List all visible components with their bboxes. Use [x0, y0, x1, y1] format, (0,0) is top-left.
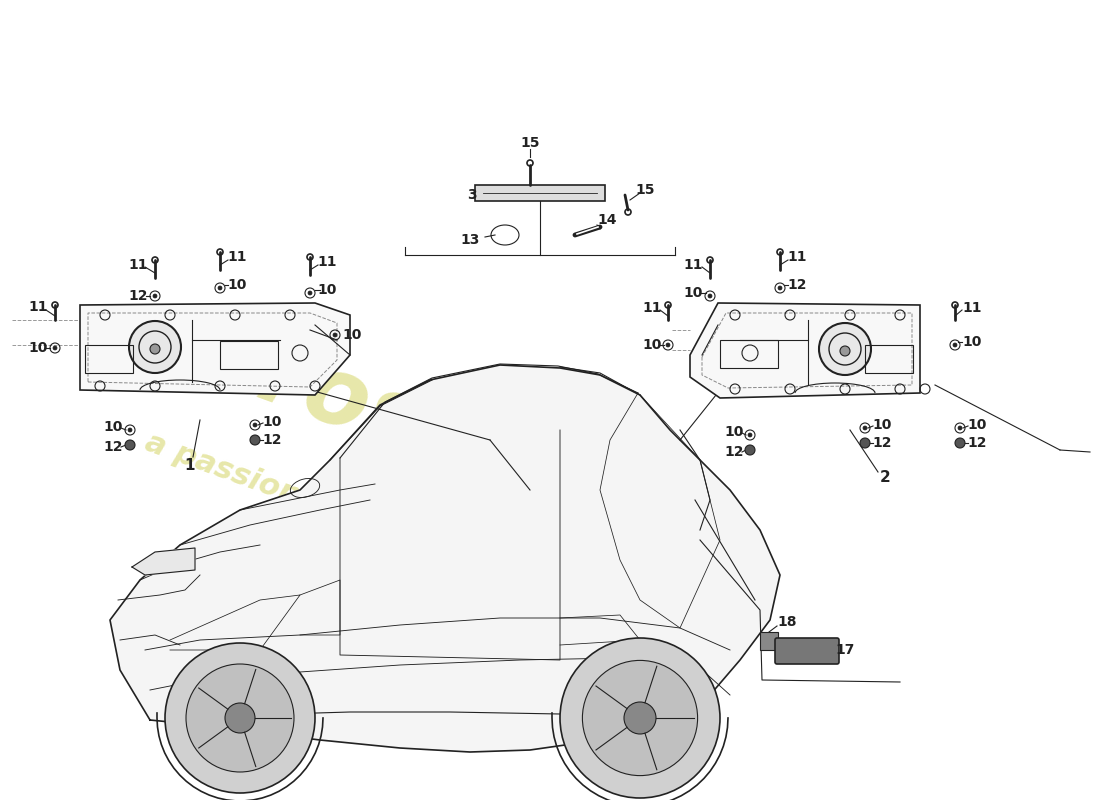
Text: 12: 12: [788, 278, 806, 292]
Circle shape: [53, 346, 57, 350]
Text: 10: 10: [262, 415, 282, 429]
Circle shape: [745, 445, 755, 455]
Circle shape: [778, 286, 782, 290]
Polygon shape: [690, 303, 920, 398]
FancyBboxPatch shape: [760, 632, 778, 650]
Text: 11: 11: [29, 300, 47, 314]
Text: a passion for parts since 1985: a passion for parts since 1985: [141, 427, 639, 633]
Text: 3: 3: [468, 188, 476, 202]
Circle shape: [226, 703, 255, 733]
Circle shape: [333, 333, 337, 337]
Text: 10: 10: [962, 335, 981, 349]
Text: 11: 11: [228, 250, 246, 264]
Circle shape: [860, 438, 870, 448]
Circle shape: [582, 660, 697, 776]
Text: 10: 10: [724, 425, 744, 439]
Circle shape: [128, 428, 132, 432]
Text: 10: 10: [317, 283, 337, 297]
Circle shape: [624, 702, 656, 734]
Circle shape: [253, 423, 257, 427]
Polygon shape: [110, 365, 780, 752]
Text: 11: 11: [788, 250, 806, 264]
Text: 2: 2: [880, 470, 890, 486]
Text: 10: 10: [103, 420, 123, 434]
Circle shape: [560, 638, 720, 798]
FancyBboxPatch shape: [475, 185, 605, 201]
Circle shape: [250, 435, 260, 445]
Circle shape: [150, 344, 160, 354]
Circle shape: [840, 346, 850, 356]
Text: 12: 12: [103, 440, 123, 454]
Text: 11: 11: [642, 301, 662, 315]
Text: 11: 11: [129, 258, 147, 272]
Text: 15: 15: [520, 136, 540, 150]
Circle shape: [186, 664, 294, 772]
Circle shape: [820, 323, 871, 375]
Text: 14: 14: [597, 213, 617, 227]
Text: 10: 10: [967, 418, 987, 432]
Circle shape: [218, 286, 222, 290]
Text: 11: 11: [317, 255, 337, 269]
Text: 15: 15: [636, 183, 654, 197]
Text: 12: 12: [129, 289, 147, 303]
Circle shape: [953, 343, 957, 347]
Text: 11: 11: [683, 258, 703, 272]
Circle shape: [958, 426, 962, 430]
Text: 12: 12: [872, 436, 892, 450]
Text: 12: 12: [724, 445, 744, 459]
Text: 12: 12: [967, 436, 987, 450]
Text: eurospares: eurospares: [123, 285, 716, 575]
Circle shape: [708, 294, 712, 298]
Circle shape: [129, 321, 182, 373]
Circle shape: [864, 426, 867, 430]
Text: 18: 18: [778, 615, 796, 629]
Polygon shape: [132, 548, 195, 575]
Text: 10: 10: [29, 341, 47, 355]
Circle shape: [308, 291, 312, 295]
Circle shape: [165, 643, 315, 793]
Text: 10: 10: [683, 286, 703, 300]
Text: 17: 17: [835, 643, 855, 657]
Text: 10: 10: [228, 278, 246, 292]
Circle shape: [748, 433, 752, 437]
Text: 10: 10: [872, 418, 892, 432]
Polygon shape: [80, 303, 350, 395]
Text: 1: 1: [185, 458, 196, 473]
FancyBboxPatch shape: [776, 638, 839, 664]
Text: 13: 13: [460, 233, 480, 247]
Text: 11: 11: [962, 301, 981, 315]
Circle shape: [666, 343, 670, 347]
Text: 12: 12: [262, 433, 282, 447]
Circle shape: [125, 440, 135, 450]
Text: 10: 10: [342, 328, 362, 342]
Circle shape: [153, 294, 157, 298]
Text: 10: 10: [642, 338, 662, 352]
Circle shape: [955, 438, 965, 448]
